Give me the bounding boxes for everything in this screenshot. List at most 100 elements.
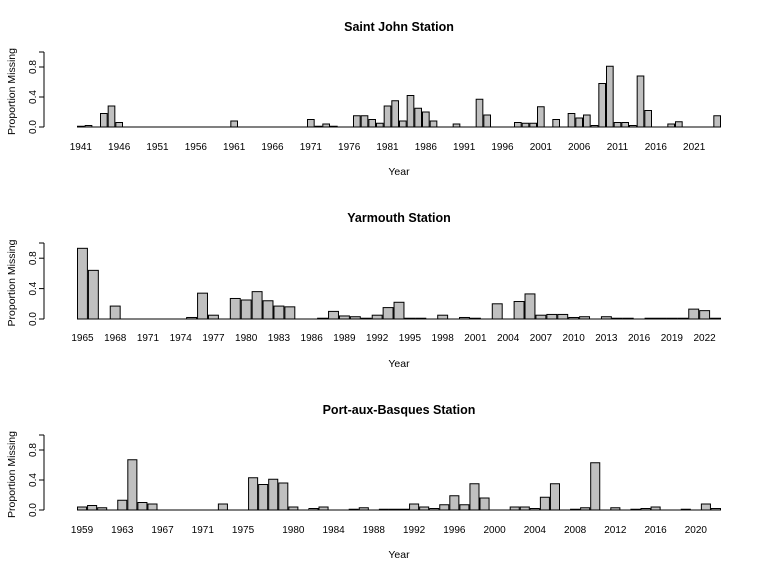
y-tick-label: 0.4 xyxy=(28,90,39,104)
bar xyxy=(644,110,652,128)
x-tick-label: 1956 xyxy=(185,142,208,153)
x-tick-label: 1989 xyxy=(333,333,356,344)
bar xyxy=(529,122,537,128)
bar xyxy=(650,506,661,511)
bar xyxy=(414,107,423,128)
x-tick-label: 1983 xyxy=(268,333,291,344)
bar xyxy=(371,314,383,320)
bar xyxy=(539,496,550,511)
bar xyxy=(107,105,116,128)
bar xyxy=(322,123,331,128)
bar xyxy=(229,297,241,320)
bar xyxy=(590,125,599,128)
bar xyxy=(348,508,359,511)
x-tick-label: 1968 xyxy=(104,333,127,344)
bar xyxy=(360,115,369,128)
x-tick-label: 2021 xyxy=(683,142,706,153)
x-tick-label: 2004 xyxy=(524,525,547,536)
bar xyxy=(404,317,416,320)
bar xyxy=(429,120,438,128)
bar xyxy=(513,301,525,320)
bar xyxy=(600,316,612,320)
x-axis-label: Year xyxy=(388,358,410,370)
x-tick-label: 1991 xyxy=(453,142,476,153)
x-tick-label: 2016 xyxy=(628,333,651,344)
bar xyxy=(349,316,361,320)
bar xyxy=(117,499,128,511)
bar xyxy=(376,122,384,128)
bar xyxy=(84,125,93,128)
panel-yarmouth: Yarmouth Station 0.0 0.4 0.8 Proportion Miss… xyxy=(6,211,721,370)
bar xyxy=(240,299,252,320)
y-tick-label: 0.0 xyxy=(28,312,39,326)
bar xyxy=(636,75,645,128)
bar xyxy=(509,506,520,511)
bar xyxy=(491,303,503,320)
bar xyxy=(535,314,547,320)
bar xyxy=(452,123,461,128)
x-tick-label: 1965 xyxy=(71,333,94,344)
y-tick-label: 0.0 xyxy=(28,120,39,134)
bar xyxy=(579,316,591,320)
x-tick-label: 1961 xyxy=(223,142,246,153)
bar xyxy=(590,462,601,511)
x-tick-label: 1996 xyxy=(491,142,514,153)
bar xyxy=(248,477,259,511)
bar xyxy=(575,117,583,128)
bar xyxy=(318,506,329,511)
bar xyxy=(258,484,269,511)
bar xyxy=(610,507,621,511)
x-tick-label: 1974 xyxy=(170,333,193,344)
bar xyxy=(77,506,88,511)
bar xyxy=(429,508,440,511)
bar xyxy=(549,483,560,511)
panel-saint-john: Saint John Station 0.0 0.4 0.8 Proportion Mi… xyxy=(6,20,721,178)
chart-title: Yarmouth Station xyxy=(347,211,450,225)
y-tick-label: 0.8 xyxy=(28,60,39,74)
x-tick-label: 1976 xyxy=(338,142,361,153)
x-tick-label: 2019 xyxy=(661,333,684,344)
x-tick-label: 1971 xyxy=(137,333,160,344)
bar xyxy=(688,308,700,320)
x-tick-label: 1986 xyxy=(415,142,438,153)
bar xyxy=(546,313,558,320)
x-tick-label: 2011 xyxy=(607,142,629,153)
x-tick-label: 2007 xyxy=(530,333,553,344)
bar xyxy=(409,503,420,511)
x-tick-label: 2008 xyxy=(564,525,587,536)
bar xyxy=(288,506,299,511)
y-tick-label: 0.8 xyxy=(28,251,39,265)
bar xyxy=(137,502,148,511)
x-tick-label: 2004 xyxy=(497,333,520,344)
bar xyxy=(611,317,623,320)
x-tick-label: 1981 xyxy=(376,142,399,153)
bar xyxy=(77,125,85,128)
bar xyxy=(147,503,158,511)
x-tick-label: 1971 xyxy=(192,525,215,536)
bar xyxy=(87,505,98,511)
bar xyxy=(475,98,484,128)
bar xyxy=(459,504,470,511)
y-tick-label: 0.0 xyxy=(28,503,39,517)
bar xyxy=(399,508,410,511)
chart-title: Saint John Station xyxy=(344,20,454,34)
panel-port-aux-basques: Port-aux-Basques Station 0.0 0.4 0.8 Proport… xyxy=(6,403,721,561)
bar xyxy=(97,507,108,511)
bar xyxy=(186,316,198,320)
bar xyxy=(677,317,689,320)
bar xyxy=(314,125,323,128)
bar xyxy=(262,300,274,320)
bar xyxy=(368,119,377,128)
bar xyxy=(621,122,629,128)
x-axis-label: Year xyxy=(388,549,410,561)
bar xyxy=(710,317,721,320)
x-tick-label: 2001 xyxy=(530,142,553,153)
bar xyxy=(353,115,361,128)
bar xyxy=(680,508,691,511)
x-tick-label: 2022 xyxy=(694,333,717,344)
bar xyxy=(644,317,656,320)
y-axis-label: Proportion Missing xyxy=(6,239,18,326)
bar xyxy=(622,317,634,320)
x-tick-label: 2016 xyxy=(645,142,668,153)
bar xyxy=(666,317,678,320)
